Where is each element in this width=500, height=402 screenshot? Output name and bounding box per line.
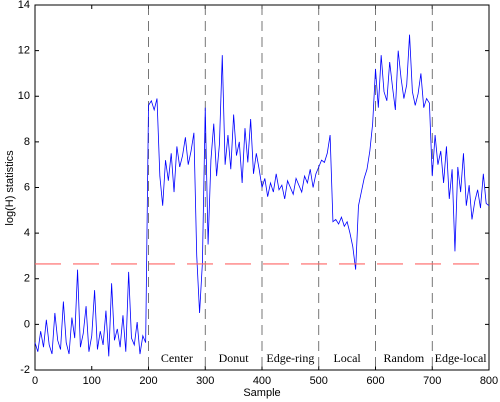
y-tick-label: 4 [24,227,30,239]
y-tick-label: 10 [18,90,30,102]
x-tick-label: 0 [32,375,38,387]
x-tick-label: 800 [480,375,498,387]
x-tick-label: 300 [196,375,214,387]
x-tick-label: 600 [366,375,384,387]
x-tick-label: 100 [83,375,101,387]
y-tick-label: 14 [18,0,30,11]
x-tick-label: 700 [423,375,441,387]
annotation: Edge-ring [266,351,314,365]
x-axis-label: Sample [243,387,280,399]
annotation: Random [384,351,425,365]
x-tick-label: 400 [253,375,271,387]
y-tick-label: 0 [24,318,30,330]
x-tick-label: 200 [139,375,157,387]
data-line [34,34,490,357]
y-tick-label: 6 [24,181,30,193]
y-tick-label: -2 [20,364,30,376]
annotation: Center [161,351,193,365]
y-tick-label: 2 [24,273,30,285]
y-tick-label: 12 [18,45,30,57]
annotation: Local [333,351,361,365]
annotation: Donut [219,351,250,365]
annotation: Edge-local [435,351,488,365]
y-axis-label: log(H) statistics [4,150,16,226]
x-tick-label: 500 [310,375,328,387]
y-tick-label: 8 [24,136,30,148]
